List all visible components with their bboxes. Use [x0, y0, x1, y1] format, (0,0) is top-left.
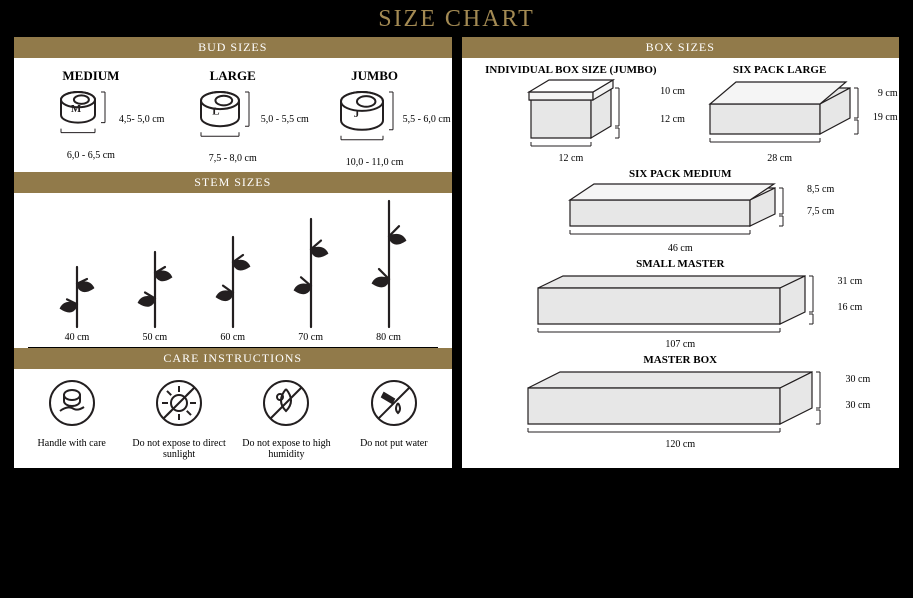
- bud-name: JUMBO: [310, 68, 440, 84]
- bud-width-label: 7,5 - 8,0 cm: [168, 153, 298, 164]
- stem-label: 60 cm: [220, 331, 245, 343]
- svg-text:M: M: [71, 103, 82, 115]
- page-title: SIZE CHART: [0, 0, 913, 37]
- bud-height-label: 5,5 - 6,0 cm: [403, 114, 451, 125]
- six-pack-medium-icon: [560, 182, 800, 238]
- care-icon: [260, 377, 312, 429]
- stem-icon: [211, 237, 255, 327]
- care-item-2: Do not expose to high humidity: [236, 377, 336, 460]
- bud-sizes-row: MEDIUM M 4,5- 5,0 cm 6,0 - 6,5 cm LARGE: [14, 58, 452, 172]
- care-label: Do not put water: [344, 438, 444, 449]
- six-pack-large-h: 9 cm: [878, 88, 898, 99]
- six-pack-medium-h: 8,5 cm: [807, 184, 834, 195]
- stem-label: 40 cm: [65, 331, 90, 343]
- svg-text:J: J: [353, 108, 359, 120]
- bud-width-label: 6,0 - 6,5 cm: [26, 150, 156, 161]
- box-sizes-header: BOX SIZES: [462, 37, 900, 58]
- six-pack-medium-d: 7,5 cm: [807, 206, 834, 217]
- stem-label: 70 cm: [298, 331, 323, 343]
- six-pack-medium-w: 46 cm: [540, 243, 820, 254]
- care-item-1: Do not expose to direct sunlight: [129, 377, 229, 460]
- small-master: SMALL MASTER 31 cm 16 cm 107 cm: [510, 258, 850, 350]
- care-icon: [153, 377, 205, 429]
- rose-bud-icon: M: [59, 90, 123, 141]
- rose-bud-icon: L: [199, 90, 267, 144]
- small-master-d: 16 cm: [838, 302, 863, 313]
- stem-70-cm: 70 cm: [276, 219, 346, 343]
- bud-sizes-header: BUD SIZES: [14, 37, 452, 58]
- bud-height-label: 4,5- 5,0 cm: [119, 114, 165, 125]
- stem-sizes-header: STEM SIZES: [14, 172, 452, 193]
- stem-label: 80 cm: [376, 331, 401, 343]
- small-master-icon: [530, 272, 830, 334]
- care-item-0: Handle with care: [22, 377, 122, 460]
- individual-box: INDIVIDUAL BOX SIZE (JUMBO): [481, 64, 661, 164]
- six-pack-large-d: 19 cm: [873, 112, 898, 123]
- master-box: MASTER BOX 30 cm 30 cm 120 cm: [500, 354, 860, 450]
- stem-icon: [55, 267, 99, 327]
- bud-medium: MEDIUM M 4,5- 5,0 cm 6,0 - 6,5 cm: [26, 68, 156, 168]
- stem-sizes-row: 40 cm 50 cm 60 cm: [28, 193, 438, 348]
- care-label: Do not expose to high humidity: [236, 438, 336, 460]
- stem-40-cm: 40 cm: [42, 267, 112, 343]
- boxes-area: INDIVIDUAL BOX SIZE (JUMBO): [462, 58, 900, 468]
- stem-icon: [133, 252, 177, 327]
- stem-80-cm: 80 cm: [354, 201, 424, 343]
- small-master-h: 31 cm: [838, 276, 863, 287]
- small-master-w: 107 cm: [510, 339, 850, 350]
- stem-icon: [367, 201, 411, 327]
- six-pack-large: SIX PACK LARGE: [680, 64, 880, 164]
- six-pack-medium: SIX PACK MEDIUM 8,5 cm 7,5 cm: [540, 168, 820, 254]
- columns: BUD SIZES MEDIUM M 4,5- 5,0 cm 6,0 - 6,5…: [0, 37, 913, 478]
- bud-jumbo: JUMBO J 5,5 - 6,0 cm 10,0 - 11,0 cm: [310, 68, 440, 168]
- master-box-w: 120 cm: [500, 439, 860, 450]
- stem-icon: [289, 219, 333, 327]
- care-label: Handle with care: [22, 438, 122, 449]
- care-icon: [368, 377, 420, 429]
- master-box-icon: [520, 368, 840, 434]
- left-panel: BUD SIZES MEDIUM M 4,5- 5,0 cm 6,0 - 6,5…: [14, 37, 452, 468]
- six-pack-large-title: SIX PACK LARGE: [680, 64, 880, 76]
- six-pack-large-icon: [700, 78, 860, 148]
- six-pack-medium-title: SIX PACK MEDIUM: [540, 168, 820, 180]
- stem-label: 50 cm: [142, 331, 167, 343]
- bud-width-label: 10,0 - 11,0 cm: [310, 157, 440, 168]
- small-master-title: SMALL MASTER: [510, 258, 850, 270]
- care-item-3: Do not put water: [344, 377, 444, 460]
- care-header: CARE INSTRUCTIONS: [14, 348, 452, 369]
- individual-box-icon: [511, 78, 631, 148]
- bud-name: LARGE: [168, 68, 298, 84]
- stem-50-cm: 50 cm: [120, 252, 190, 343]
- care-label: Do not expose to direct sunlight: [129, 438, 229, 460]
- stem-60-cm: 60 cm: [198, 237, 268, 343]
- master-box-d: 30 cm: [846, 400, 871, 411]
- care-row: Handle with care Do not expose to direct…: [14, 369, 452, 468]
- master-box-title: MASTER BOX: [500, 354, 860, 366]
- bud-height-label: 5,0 - 5,5 cm: [261, 114, 309, 125]
- individual-box-w: 12 cm: [481, 153, 661, 164]
- care-icon: [46, 377, 98, 429]
- individual-box-title: INDIVIDUAL BOX SIZE (JUMBO): [481, 64, 661, 76]
- rose-bud-icon: J: [339, 90, 411, 148]
- bud-large: LARGE L 5,0 - 5,5 cm 7,5 - 8,0 cm: [168, 68, 298, 168]
- bud-name: MEDIUM: [26, 68, 156, 84]
- six-pack-large-w: 28 cm: [680, 153, 880, 164]
- master-box-h: 30 cm: [846, 374, 871, 385]
- svg-text:L: L: [212, 106, 219, 118]
- right-panel: BOX SIZES INDIVIDUAL BOX SIZE (JUMBO): [462, 37, 900, 468]
